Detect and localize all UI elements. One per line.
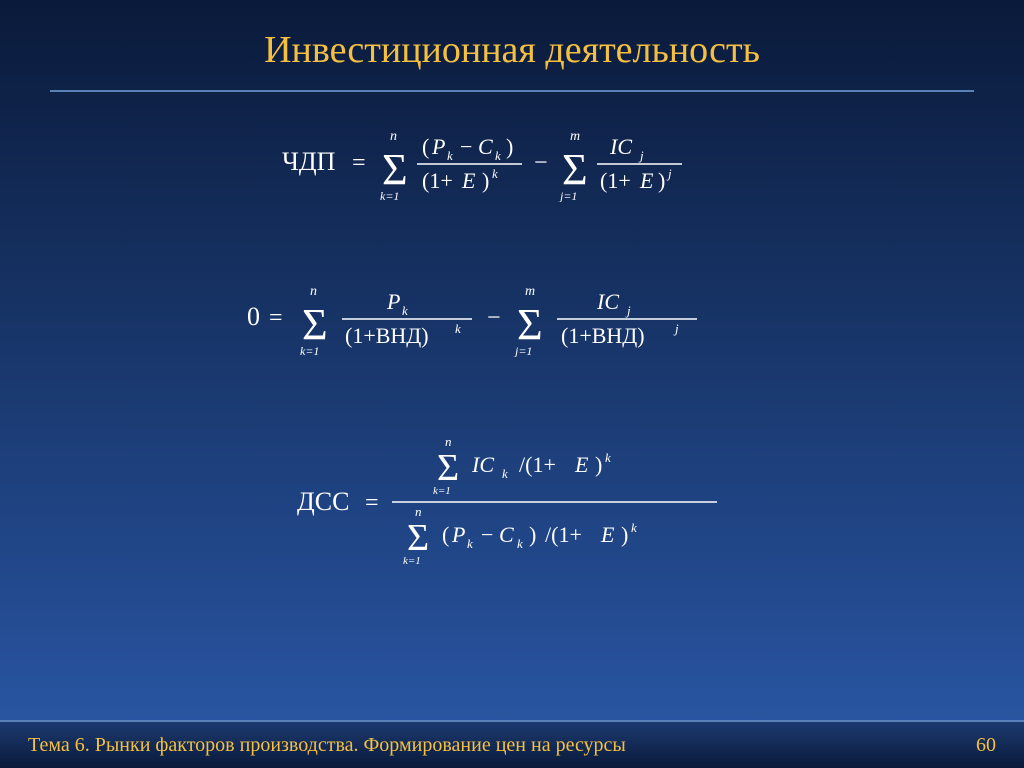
svg-text:j: j [666,166,672,181]
svg-text:/(1+: /(1+ [519,452,556,477]
page-number: 60 [976,734,996,757]
svg-text:(1+ВНД): (1+ВНД) [345,323,429,348]
svg-text:): ) [529,522,536,547]
svg-text:IC: IC [471,452,494,477]
svg-text:E: E [639,168,654,193]
svg-text:ЧДП: ЧДП [282,147,336,176]
svg-text:(1+: (1+ [600,168,631,193]
svg-text:=: = [269,305,283,331]
svg-text:j: j [638,148,644,163]
svg-text:C: C [499,522,514,547]
svg-text:): ) [595,452,602,477]
svg-text:ДСС: ДСС [297,487,349,516]
svg-text:n: n [310,284,317,299]
svg-text:E: E [574,452,589,477]
svg-text:−: − [460,134,472,159]
svg-text:−: − [534,150,548,176]
slide-title: Инвестиционная деятельность [0,0,1024,72]
svg-text:k: k [631,520,637,535]
svg-text:=: = [365,490,379,516]
svg-text:Σ: Σ [517,300,543,349]
svg-text:P: P [431,134,445,159]
svg-text:Σ: Σ [407,517,429,559]
svg-text:k: k [605,450,611,465]
svg-text:): ) [482,168,489,193]
svg-text:0: 0 [247,302,260,331]
svg-text:Σ: Σ [562,145,588,194]
svg-text:k: k [402,303,408,318]
svg-text:=: = [352,150,366,176]
svg-text:−: − [487,305,501,331]
svg-text:k: k [502,466,508,481]
formula-zero: 0 = Σ n k=1 P k (1+ВНД) k − Σ m j=1 IC j [0,277,1024,362]
svg-text:): ) [621,522,628,547]
svg-text:Σ: Σ [302,300,328,349]
svg-text:n: n [415,504,422,519]
svg-text:m: m [525,284,535,299]
svg-text:Σ: Σ [382,145,408,194]
formula-dss: ДСС = Σ n k=1 IC k /(1+ E ) k Σ n k=1 ( … [0,432,1024,577]
svg-text:n: n [390,129,397,144]
svg-text:(1+ВНД): (1+ВНД) [561,323,645,348]
svg-text:k: k [447,148,453,163]
svg-text:P: P [451,522,465,547]
formula-chdp: ЧДП = Σ n k=1 ( P k − C k ) (1+ E ) k [0,122,1024,207]
svg-text:): ) [658,168,665,193]
svg-text:E: E [461,168,476,193]
svg-text:(: ( [422,134,429,159]
svg-text:k=1: k=1 [300,344,319,357]
svg-text:k=1: k=1 [380,189,399,202]
svg-text:k: k [517,536,523,551]
svg-text:E: E [600,522,615,547]
svg-text:k=1: k=1 [403,555,421,567]
svg-text:IC: IC [596,289,619,314]
svg-text:−: − [481,522,493,547]
svg-text:j=1: j=1 [558,189,577,202]
svg-text:k: k [467,536,473,551]
svg-text:j=1: j=1 [513,344,532,357]
svg-text:n: n [445,434,452,449]
svg-text:Σ: Σ [437,447,459,489]
slide-content: ЧДП = Σ n k=1 ( P k − C k ) (1+ E ) k [0,92,1024,577]
svg-text:): ) [506,134,513,159]
svg-text:(: ( [442,522,449,547]
svg-text:m: m [570,129,580,144]
svg-text:P: P [386,289,400,314]
svg-text:j: j [673,321,679,336]
svg-text:k=1: k=1 [433,485,451,497]
footer-text: Тема 6. Рынки факторов производства. Фор… [28,734,626,757]
svg-text:C: C [478,134,493,159]
svg-text:(1+: (1+ [422,168,453,193]
footer-bar: Тема 6. Рынки факторов производства. Фор… [0,720,1024,768]
svg-text:k: k [455,321,461,336]
svg-text:j: j [625,303,631,318]
svg-text:/(1+: /(1+ [545,522,582,547]
svg-text:k: k [492,166,498,181]
svg-text:IC: IC [609,134,632,159]
svg-text:k: k [495,148,501,163]
